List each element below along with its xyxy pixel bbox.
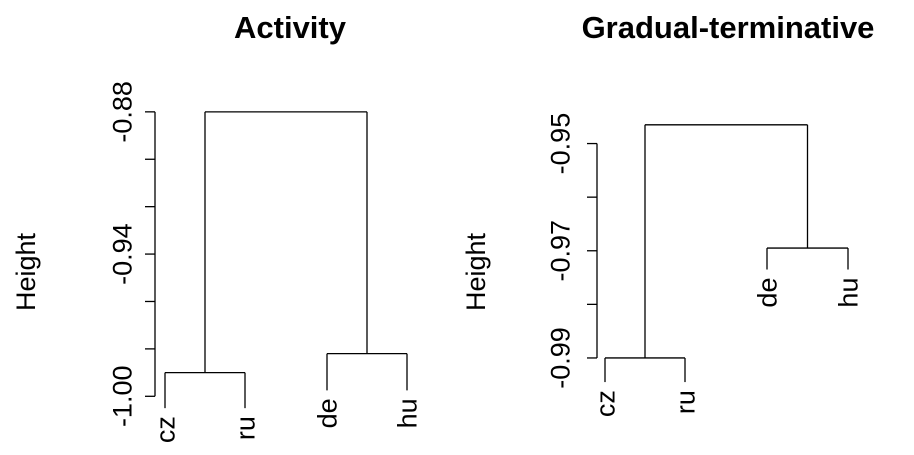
gradual-terminative-panel: Gradual-terminative Height -0.99-0.97-0.… <box>461 10 874 417</box>
activity-y-tick-label: -1.00 <box>107 366 137 428</box>
gradual-terminative-leaf-label-de: de <box>752 278 782 308</box>
gradual-terminative-y-tick-label: -0.97 <box>545 220 575 282</box>
gradual-terminative-leaf-label-ru: ru <box>670 390 700 414</box>
activity-leaf-label-cz: cz <box>150 416 180 443</box>
gradual-terminative-y-tick-label: -0.99 <box>545 327 575 389</box>
gradual-terminative-leaf-label-cz: cz <box>590 390 620 417</box>
gradual-terminative-leaf-label-hu: hu <box>833 278 863 308</box>
gradual-terminative-y-axis-label: Height <box>461 232 491 311</box>
activity-y-axis: -1.00 -0.94 -0.88 <box>107 81 156 428</box>
activity-tree <box>164 111 408 409</box>
activity-title: Activity <box>234 10 347 45</box>
activity-panel: Activity Height -1.00 -0.94 -0.88 cz ru de hu <box>11 10 422 443</box>
gradual-terminative-y-tick-label: -0.95 <box>545 113 575 175</box>
activity-leaf-label-hu: hu <box>392 398 422 428</box>
activity-leaf-label-de: de <box>312 398 342 428</box>
activity-leaf-label-ru: ru <box>230 416 260 440</box>
activity-y-tick-label: -0.88 <box>107 81 137 143</box>
gradual-terminative-y-axis: -0.99 -0.97 -0.95 <box>545 113 598 389</box>
gradual-terminative-leaf-labels: cz ru de hu <box>590 278 863 418</box>
activity-y-axis-label: Height <box>11 232 41 311</box>
gradual-terminative-title: Gradual-terminative <box>582 10 875 45</box>
gradual-terminative-tree <box>604 124 849 383</box>
activity-y-tick-label: -0.94 <box>107 223 137 285</box>
activity-leaf-labels: cz ru de hu <box>150 398 422 443</box>
